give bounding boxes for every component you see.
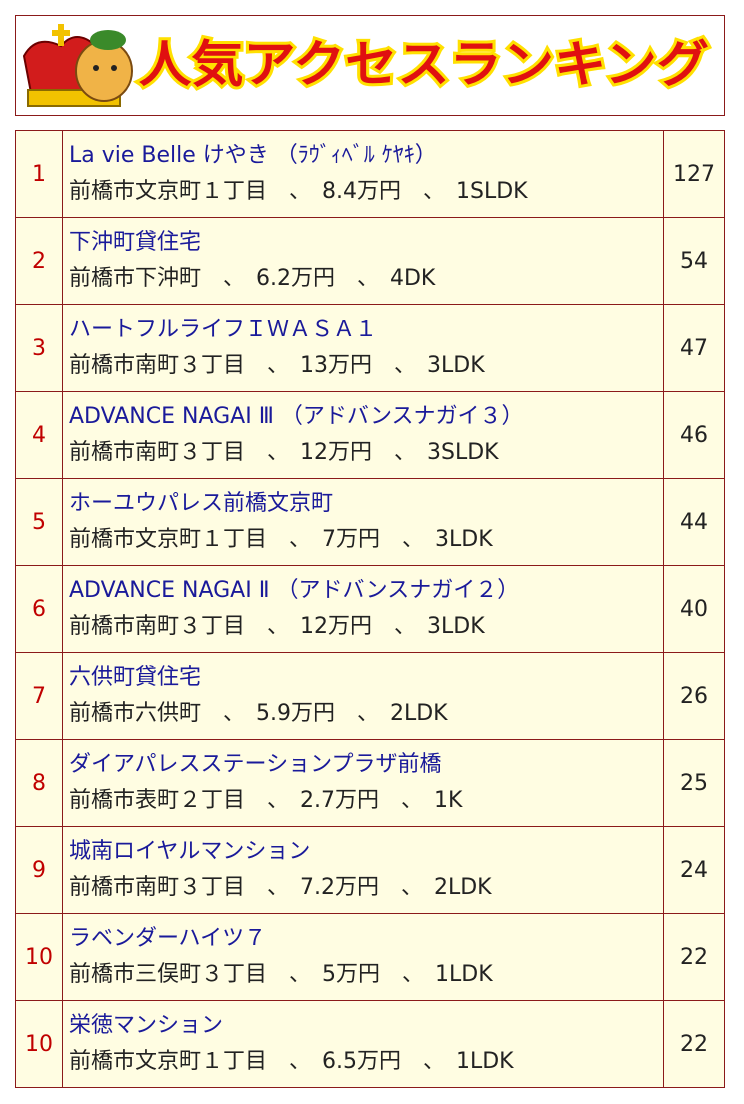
ranking-row: 2 下沖町貸住宅 前橋市下沖町 、 6.2万円 、 4DK 54	[15, 217, 725, 305]
ranking-table: 1 La vie Belle けやき （ﾗｳﾞｨﾍﾞﾙ ｹﾔｷ） 前橋市文京町１丁目…	[15, 130, 725, 1088]
crown-icon	[22, 24, 133, 107]
ranking-row: 7 六供町貸住宅 前橋市六供町 、 5.9万円 、 2LDK 26	[15, 652, 725, 740]
rank: 7	[15, 652, 63, 740]
property-info: 城南ロイヤルマンション前橋市南町３丁目 、 7.2万円 、 2LDK	[62, 826, 664, 914]
property-details: 前橋市文京町１丁目 、 8.4万円 、 1SLDK	[69, 179, 528, 204]
ranking-row: 10 栄徳マンション 前橋市文京町１丁目 、 6.5万円 、 1LDK 22	[15, 1000, 725, 1088]
property-info: ホーユウパレス前橋文京町前橋市文京町１丁目 、 7万円 、 3LDK	[62, 478, 664, 566]
property-info: 栄徳マンション前橋市文京町１丁目 、 6.5万円 、 1LDK	[62, 1000, 664, 1088]
property-details: 前橋市六供町 、 5.9万円 、 2LDK	[69, 701, 448, 726]
property-name[interactable]: ADVANCE NAGAI Ⅲ （アドバンスナガイ３）	[69, 404, 524, 429]
access-count: 47	[663, 304, 725, 392]
property-details: 前橋市南町３丁目 、 7.2万円 、 2LDK	[69, 875, 492, 900]
property-name[interactable]: La vie Belle けやき （ﾗｳﾞｨﾍﾞﾙ ｹﾔｷ）	[69, 143, 437, 168]
ranking-row: 9 城南ロイヤルマンション 前橋市南町３丁目 、 7.2万円 、 2LDK 24	[15, 826, 725, 914]
header: 人気アクセスランキング	[15, 15, 725, 116]
access-count: 22	[663, 1000, 725, 1088]
rank: 9	[15, 826, 63, 914]
page-title: 人気アクセスランキング	[139, 36, 709, 94]
property-details: 前橋市文京町１丁目 、 6.5万円 、 1LDK	[69, 1049, 514, 1074]
property-name[interactable]: ダイアパレスステーションプラザ前橋	[69, 752, 442, 777]
rank: 3	[15, 304, 63, 392]
rank: 10	[15, 913, 63, 1001]
access-count: 25	[663, 739, 725, 827]
ranking-row: 6 ADVANCE NAGAI Ⅱ （アドバンスナガイ２） 前橋市南町３丁目 、 1…	[15, 565, 725, 653]
property-details: 前橋市下沖町 、 6.2万円 、 4DK	[69, 266, 436, 291]
rank: 8	[15, 739, 63, 827]
rank: 5	[15, 478, 63, 566]
access-count: 40	[663, 565, 725, 653]
rank: 2	[15, 217, 63, 305]
ranking-row: 3 ハートフルライフＩＷＡＳＡ１ 前橋市南町３丁目 、 13万円 、 3LDK 47	[15, 304, 725, 392]
property-info: ラベンダーハイツ７ 前橋市三俣町３丁目 、 5万円 、 1LDK	[62, 913, 664, 1001]
access-count: 24	[663, 826, 725, 914]
property-info: La vie Belle けやき （ﾗｳﾞｨﾍﾞﾙ ｹﾔｷ） 前橋市文京町１丁目 …	[62, 130, 664, 218]
property-name[interactable]: ホーユウパレス前橋文京町	[69, 491, 334, 516]
access-count: 46	[663, 391, 725, 479]
property-name[interactable]: ADVANCE NAGAI Ⅱ （アドバンスナガイ２）	[69, 578, 520, 603]
ranking-row: 5 ホーユウパレス前橋文京町 前橋市文京町１丁目 、 7万円 、 3LDK 44	[15, 478, 725, 566]
access-count: 44	[663, 478, 725, 566]
header-graphic: 人気アクセスランキング	[22, 24, 712, 107]
property-info: 六供町貸住宅前橋市六供町 、 5.9万円 、 2LDK	[62, 652, 664, 740]
property-details: 前橋市南町３丁目 、 13万円 、 3LDK	[69, 353, 485, 378]
property-info: ダイアパレスステーションプラザ前橋 前橋市表町２丁目 、 2.7万円 、 1K	[62, 739, 664, 827]
property-info: ADVANCE NAGAI Ⅲ （アドバンスナガイ３） 前橋市南町３丁目 、 12…	[62, 391, 664, 479]
property-name[interactable]: ラベンダーハイツ７	[69, 926, 267, 951]
rank: 1	[15, 130, 63, 218]
rank: 4	[15, 391, 63, 479]
rank: 6	[15, 565, 63, 653]
ranking-row: 1 La vie Belle けやき （ﾗｳﾞｨﾍﾞﾙ ｹﾔｷ） 前橋市文京町１丁目…	[15, 130, 725, 218]
property-name[interactable]: 六供町貸住宅	[69, 665, 202, 690]
ranking-row: 8 ダイアパレスステーションプラザ前橋 前橋市表町２丁目 、 2.7万円 、 1K 2…	[15, 739, 725, 827]
access-count: 54	[663, 217, 725, 305]
property-info: ADVANCE NAGAI Ⅱ （アドバンスナガイ２） 前橋市南町３丁目 、 12…	[62, 565, 664, 653]
property-details: 前橋市表町２丁目 、 2.7万円 、 1K	[69, 788, 463, 813]
property-name[interactable]: 城南ロイヤルマンション	[69, 839, 311, 864]
property-details: 前橋市三俣町３丁目 、 5万円 、 1LDK	[69, 962, 493, 987]
ranking-row: 10 ラベンダーハイツ７ 前橋市三俣町３丁目 、 5万円 、 1LDK 22	[15, 913, 725, 1001]
property-details: 前橋市南町３丁目 、 12万円 、 3LDK	[69, 614, 485, 639]
access-count: 26	[663, 652, 725, 740]
property-name[interactable]: 栄徳マンション	[69, 1013, 224, 1038]
ranking-row: 4 ADVANCE NAGAI Ⅲ （アドバンスナガイ３） 前橋市南町３丁目 、 1…	[15, 391, 725, 479]
property-info: 下沖町貸住宅前橋市下沖町 、 6.2万円 、 4DK	[62, 217, 664, 305]
access-count: 127	[663, 130, 725, 218]
access-count: 22	[663, 913, 725, 1001]
property-name[interactable]: ハートフルライフＩＷＡＳＡ１	[69, 317, 378, 342]
property-details: 前橋市文京町１丁目 、 7万円 、 3LDK	[69, 527, 493, 552]
property-details: 前橋市南町３丁目 、 12万円 、 3SLDK	[69, 440, 499, 465]
property-info: ハートフルライフＩＷＡＳＡ１ 前橋市南町３丁目 、 13万円 、 3LDK	[62, 304, 664, 392]
property-name[interactable]: 下沖町貸住宅	[69, 230, 202, 255]
rank: 10	[15, 1000, 63, 1088]
